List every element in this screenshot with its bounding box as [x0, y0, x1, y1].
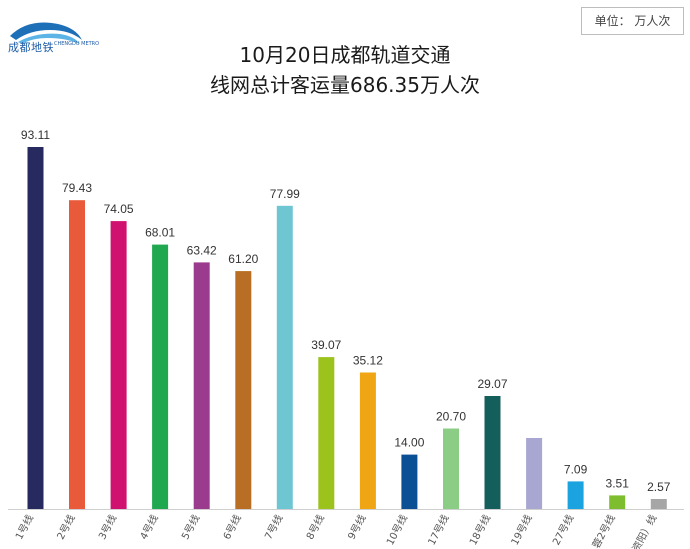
value-label-10: 14.00 — [394, 436, 424, 450]
title-line-2: 线网总计客运量686.35万人次 — [210, 73, 480, 97]
value-label-12: 29.07 — [477, 377, 507, 391]
value-label-1: 93.11 — [21, 128, 50, 142]
value-label-14: 7.09 — [564, 462, 588, 476]
category-label-3: 3号线 — [95, 512, 119, 541]
value-label-11: 20.70 — [436, 410, 466, 424]
bar-4 — [152, 244, 169, 509]
category-label-15: 蓉2号线 — [589, 512, 618, 549]
chart-title: 10月20日成都轨道交通 线网总计客运量686.35万人次 — [0, 40, 690, 100]
logo-english-text: CHENGDU METRO — [54, 41, 100, 47]
category-label-9: 9号线 — [345, 512, 369, 541]
category-label-11: 17号线 — [425, 512, 452, 547]
bar-12 — [484, 396, 501, 509]
value-label-6: 61.20 — [228, 252, 258, 266]
bar-10 — [401, 454, 418, 509]
bar-14 — [567, 481, 584, 509]
category-label-12: 18号线 — [466, 512, 493, 547]
category-label-5: 5号线 — [178, 512, 202, 541]
bar-15 — [609, 495, 626, 509]
category-label-13: 19号线 — [508, 512, 535, 547]
category-label-6: 6号线 — [220, 512, 244, 541]
category-label-8: 8号线 — [303, 512, 327, 541]
unit-label: 单位： 万人次 — [581, 7, 684, 35]
logo-text: 成都地铁 — [8, 41, 54, 54]
value-label-3: 74.05 — [104, 202, 134, 216]
value-label-9: 35.12 — [353, 354, 383, 368]
category-label-10: 10号线 — [383, 512, 410, 547]
title-line-1: 10月20日成都轨道交通 — [239, 43, 451, 67]
value-label-8: 39.07 — [311, 338, 341, 352]
value-label-7: 77.99 — [270, 187, 300, 201]
bar-1 — [27, 147, 44, 509]
bar-2 — [69, 200, 85, 509]
bar-8 — [318, 357, 335, 509]
bar-3 — [110, 221, 127, 509]
bar-16 — [650, 499, 667, 509]
bar-13 — [526, 438, 543, 509]
bar-7 — [276, 205, 293, 510]
category-label-1: 1号线 — [12, 512, 36, 541]
value-label-5: 63.42 — [187, 243, 217, 257]
value-label-4: 68.01 — [145, 226, 175, 240]
category-label-2: 2号线 — [54, 512, 78, 541]
bar-11 — [443, 428, 459, 509]
value-label-2: 79.43 — [62, 181, 92, 195]
chengdu-metro-logo — [10, 22, 82, 44]
bar-5 — [193, 262, 210, 509]
category-label-16: （资阳）线 — [624, 512, 659, 549]
bar-9 — [359, 372, 376, 509]
bar-6 — [235, 271, 252, 509]
category-label-4: 4号线 — [137, 512, 161, 541]
category-label-7: 7号线 — [262, 512, 286, 541]
value-label-15: 3.51 — [606, 476, 630, 490]
value-label-16: 2.57 — [647, 480, 671, 494]
category-label-14: 27号线 — [549, 512, 576, 547]
